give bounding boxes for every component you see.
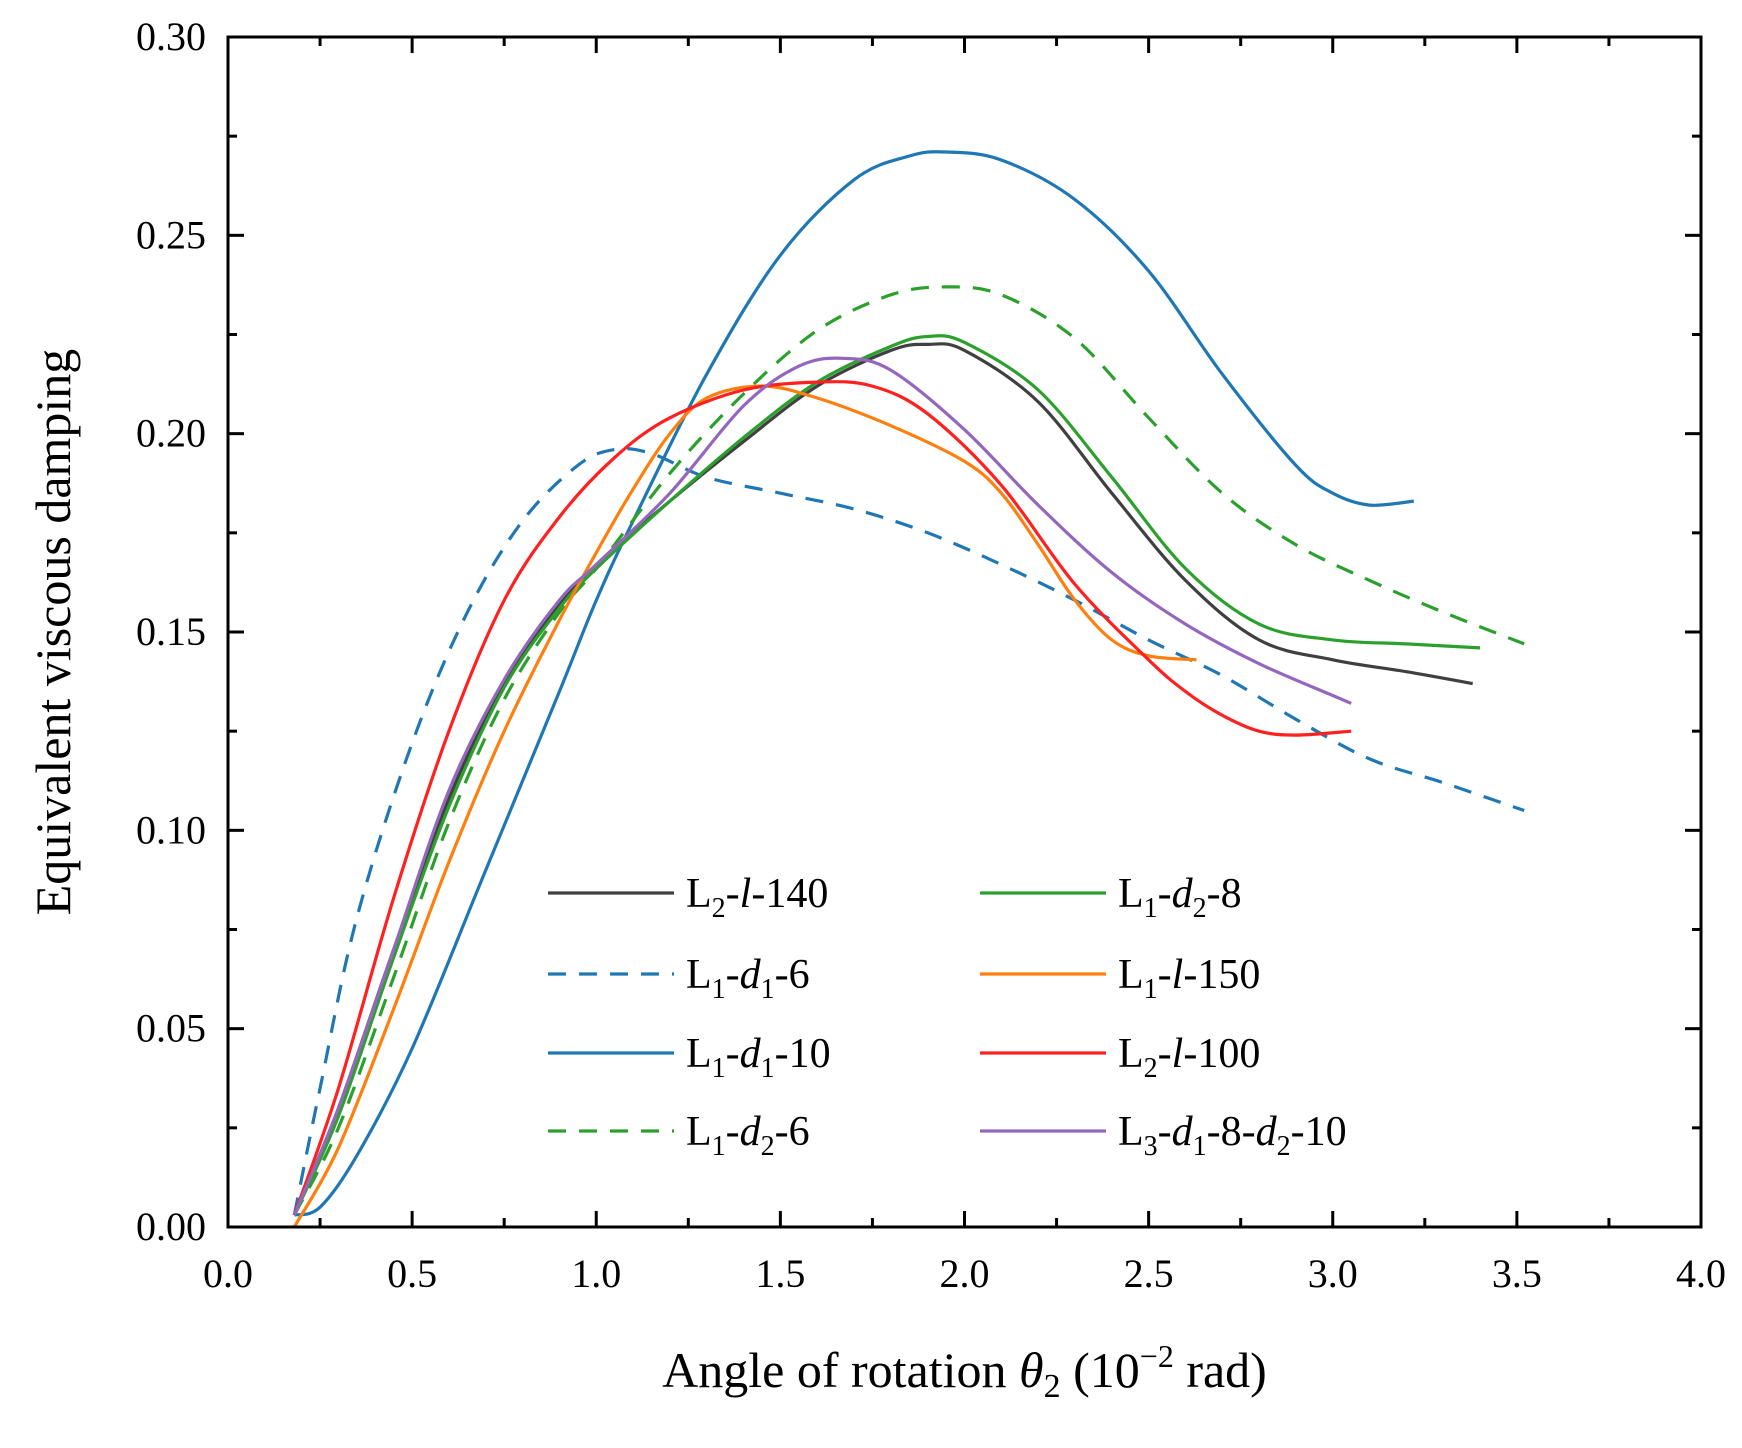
legend: L2-l-140 L1-d1-6 L1-d1-10 L1-d2-6 L1-d2-8 L1-… xyxy=(548,871,1347,1162)
y-tick-label: 0.05 xyxy=(136,1006,206,1051)
x-tick-label: 4.0 xyxy=(1676,1251,1726,1296)
series-line-L1-l-150 xyxy=(292,384,1197,1228)
legend-label: L1-d1-6 xyxy=(686,952,810,1005)
legend-label: L1-d2-8 xyxy=(1118,871,1242,924)
series-line-L1-d1-10 xyxy=(293,150,1414,1217)
x-tick-label: 0.5 xyxy=(387,1251,437,1296)
x-tick-label: 2.0 xyxy=(940,1251,990,1296)
x-tick-label: 3.5 xyxy=(1492,1251,1542,1296)
legend-item-L1-d1-6: L1-d1-6 xyxy=(548,952,810,1005)
legend-item-L1-d2-8: L1-d2-8 xyxy=(980,871,1242,924)
legend-item-L1-l-150: L1-l-150 xyxy=(980,952,1260,1005)
y-tick-label: 0.30 xyxy=(136,14,206,59)
x-axis-title-symbol: θ xyxy=(1019,1342,1044,1398)
series-layer xyxy=(292,150,1525,1228)
x-axis-title-unit-close: rad) xyxy=(1174,1342,1267,1398)
series-line-L2-l-100 xyxy=(292,380,1352,1216)
legend-label: L3-d1-8-d2-10 xyxy=(1118,1109,1347,1162)
x-tick-label: 3.0 xyxy=(1308,1251,1358,1296)
legend-item-L2-l-140: L2-l-140 xyxy=(548,871,828,924)
y-tick-label: 0.25 xyxy=(136,212,206,257)
legend-label: L1-d1-10 xyxy=(686,1031,831,1084)
series-line-L3-d1-8-d2-10 xyxy=(292,356,1352,1216)
series-line-L1-d1-6 xyxy=(292,447,1525,1216)
tick-layer: 0.0 0.5 1.0 1.5 2.0 2.5 3.0 3.5 4.0 0.00 0.05 0.10 0… xyxy=(136,14,1726,1296)
legend-item-L2-l-100: L2-l-100 xyxy=(980,1031,1260,1084)
legend-label: L1-d2-6 xyxy=(686,1109,810,1162)
x-axis-title-symbol-sub: 2 xyxy=(1044,1368,1061,1405)
legend-label: L2-l-140 xyxy=(686,871,828,924)
x-tick-label: 1.5 xyxy=(755,1251,805,1296)
legend-label: L2-l-100 xyxy=(1118,1031,1260,1084)
legend-item-L1-d1-10: L1-d1-10 xyxy=(548,1031,831,1084)
series-line-L2-l-140 xyxy=(292,342,1473,1216)
x-axis-title: Angle of rotation θ2 (10−2 rad) xyxy=(662,1338,1267,1405)
x-axis-title-unit-open: (10 xyxy=(1061,1342,1140,1398)
x-axis-title-unit-sup: −2 xyxy=(1140,1338,1174,1374)
x-axis-title-prefix: Angle of rotation xyxy=(662,1342,1019,1398)
legend-label: L1-l-150 xyxy=(1118,952,1260,1005)
x-tick-label: 2.5 xyxy=(1124,1251,1174,1296)
legend-item-L3-d1-8-d2-10: L3-d1-8-d2-10 xyxy=(980,1109,1347,1162)
legend-item-L1-d2-6: L1-d2-6 xyxy=(548,1109,810,1162)
y-tick-label: 0.15 xyxy=(136,609,206,654)
y-tick-label: 0.10 xyxy=(136,807,206,852)
y-tick-label: 0.00 xyxy=(136,1204,206,1249)
y-axis-title: Equivalent viscous damping xyxy=(25,349,81,916)
x-tick-label: 0.0 xyxy=(203,1251,253,1296)
y-tick-label: 0.20 xyxy=(136,411,206,456)
x-tick-label: 1.0 xyxy=(571,1251,621,1296)
